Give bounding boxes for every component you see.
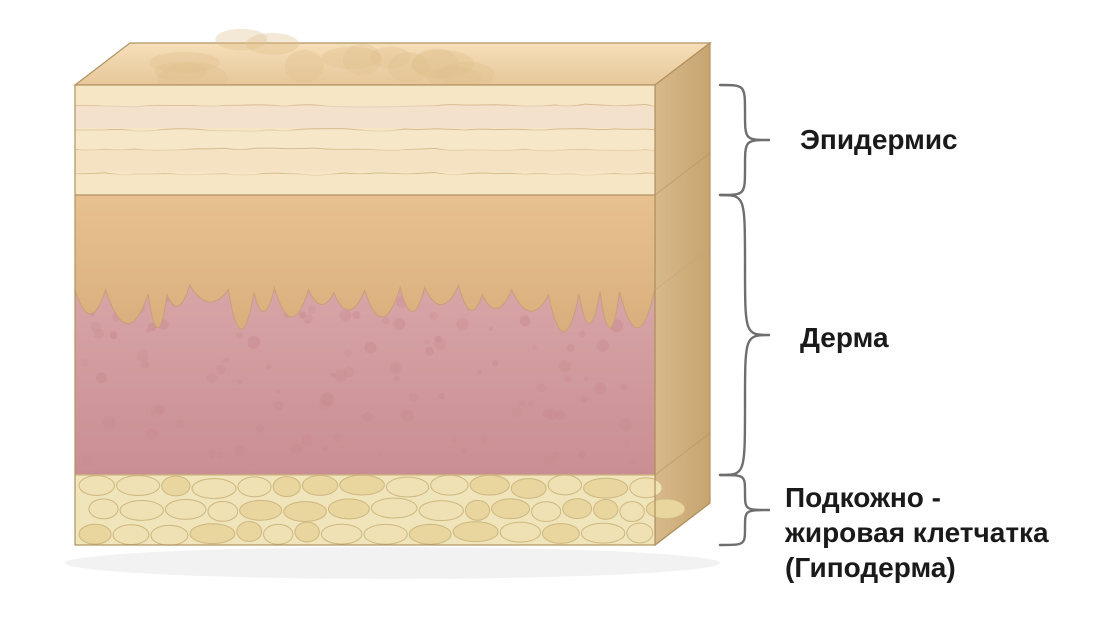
- label-dermis: Дерма: [800, 320, 889, 355]
- label-hypodermis: Подкожно - жировая клетчатка (Гиподерма): [785, 480, 1049, 585]
- skin-layers-diagram: Эпидермис Дерма Подкожно - жировая клетч…: [0, 0, 1100, 641]
- label-epidermis: Эпидермис: [800, 122, 958, 157]
